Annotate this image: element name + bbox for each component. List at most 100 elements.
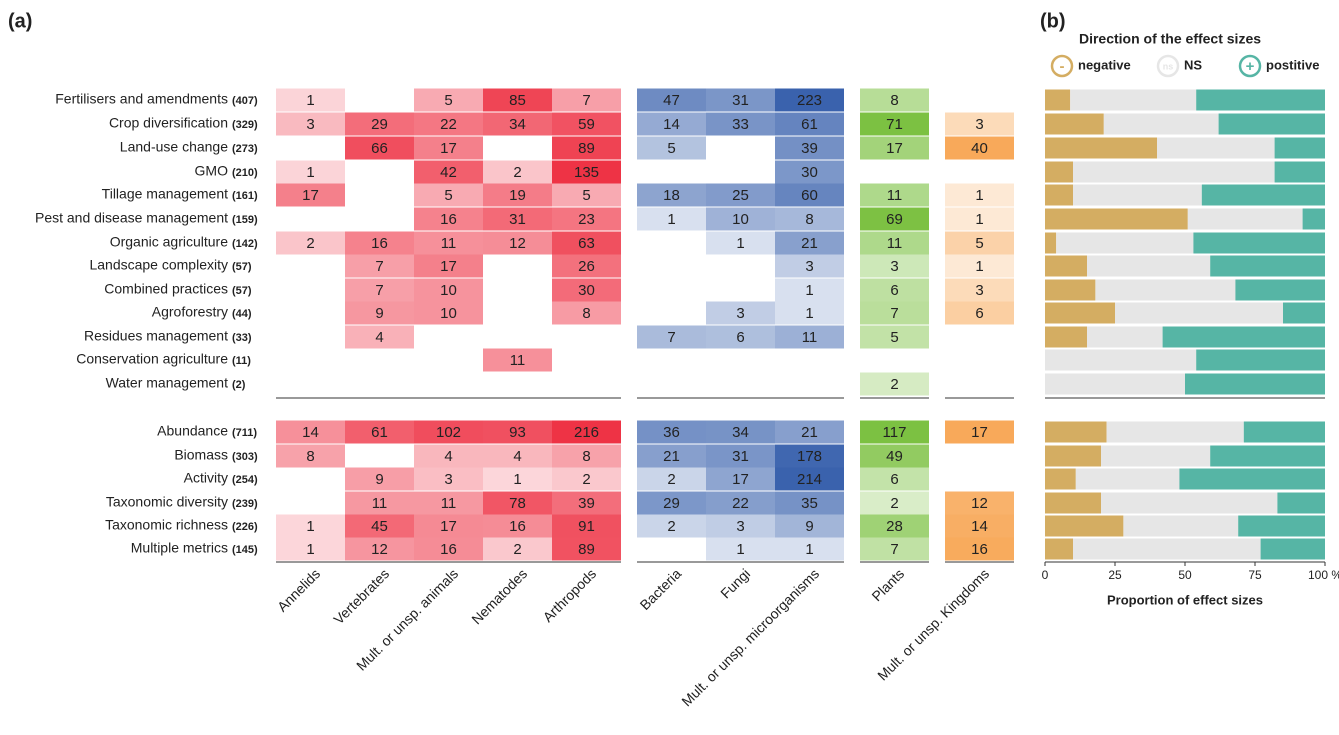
bar-segment [1045,445,1101,467]
cell-value: 34 [509,116,526,133]
heat-cell [414,183,483,207]
bar-segment [1274,161,1325,183]
heat-cell [860,372,929,396]
cell-value: 22 [440,116,457,133]
bar-segment [1162,326,1325,348]
bar-segment [1235,279,1325,301]
cell-value: 6 [890,471,898,488]
heat-cell [637,136,706,160]
cell-value: 4 [513,448,521,465]
bar-segment [1073,184,1202,206]
cell-value: 102 [436,424,461,441]
bar-segment [1210,255,1325,277]
cell-value: 5 [444,187,452,204]
cell-value: 216 [574,424,599,441]
heat-cell [552,444,621,468]
row-count: (273) [232,143,258,155]
cell-value: 17 [886,140,903,157]
bar-segment [1070,89,1197,111]
heat-cell [775,491,844,515]
bar-segment [1045,373,1185,395]
bar-segment [1123,515,1239,537]
row-label: Taxonomic diversity [106,494,228,510]
row-count: (57) [232,261,252,273]
cell-value: 5 [890,329,898,346]
heat-cell [552,231,621,255]
heat-cell [414,160,483,184]
x-tick-label: 0 [1042,568,1049,582]
heat-cell [860,231,929,255]
bar-segment [1045,208,1188,230]
cell-value: 2 [667,518,675,535]
heat-cell [706,514,775,538]
heat-cell [345,112,414,136]
heat-cell [483,183,552,207]
cell-value: 45 [371,518,388,535]
row-label: Multiple metrics [131,540,228,556]
heat-cell [706,231,775,255]
heat-cell [860,278,929,302]
cell-value: 33 [732,116,749,133]
row-count: (303) [232,451,258,463]
cell-value: 36 [663,424,680,441]
cell-value: 30 [578,282,595,299]
row-count: (226) [232,521,258,533]
heat-cell [775,467,844,491]
row-count: (145) [232,544,258,556]
heat-cell [345,491,414,515]
x-tick-label: 100 % [1308,568,1339,582]
heat-cell [945,537,1014,561]
heat-cell [775,231,844,255]
row-count: (161) [232,190,258,202]
heat-cell [345,301,414,325]
cell-value: 8 [306,448,314,465]
row-label: Combined practices [104,281,228,297]
cell-value: 3 [736,305,744,322]
cell-value: 178 [797,448,822,465]
cell-value: 17 [971,424,988,441]
bar-segment [1045,232,1057,254]
cell-value: 9 [375,305,383,322]
heat-cell [706,301,775,325]
cell-value: 8 [805,211,813,228]
bar-segment [1073,538,1261,560]
row-count: (159) [232,214,258,226]
heat-cell [860,254,929,278]
cell-value: 69 [886,211,903,228]
cell-value: 23 [578,211,595,228]
heat-cell [775,444,844,468]
row-count: (407) [232,95,258,107]
row-label: Tillage management [102,186,228,202]
heat-cell [860,514,929,538]
cell-value: 59 [578,116,595,133]
cell-value: 2 [513,541,521,558]
cell-value: 60 [801,187,818,204]
heat-cell [414,514,483,538]
cell-value: 214 [797,471,822,488]
heat-cell [414,467,483,491]
cell-value: 10 [440,282,457,299]
cell-value: 17 [302,187,319,204]
bar-segment [1277,492,1325,514]
cell-value: 18 [663,187,680,204]
cell-value: 30 [801,164,818,181]
heat-cell [860,301,929,325]
bar-segment [1045,161,1073,183]
cell-value: 63 [578,235,595,252]
bar-segment [1045,326,1087,348]
cell-value: 7 [582,92,590,109]
row-label: Organic agriculture [110,234,228,250]
legend-symbol-text: - [1060,58,1065,75]
cell-value: 11 [510,352,526,369]
row-label: Fertilisers and amendments [55,91,228,107]
cell-value: 4 [444,448,452,465]
heat-cell [706,420,775,444]
heat-cell [414,444,483,468]
cell-value: 39 [578,495,595,512]
heat-cell [552,514,621,538]
heat-cell [945,514,1014,538]
cell-value: 25 [732,187,749,204]
row-label: Biomass [174,447,228,463]
heat-cell [775,278,844,302]
cell-value: 12 [971,495,988,512]
